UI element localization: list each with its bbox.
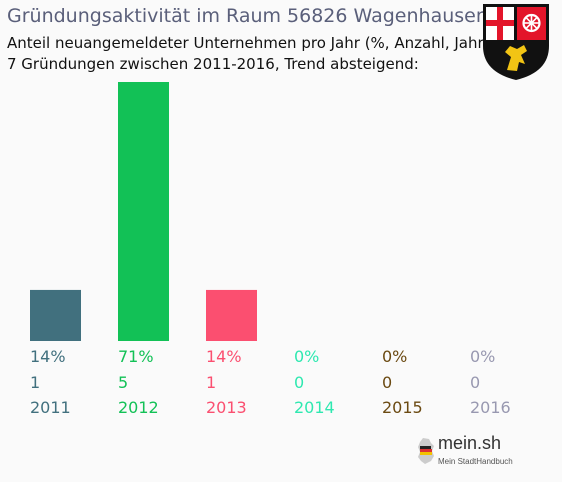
logo-text: mein.sh	[438, 433, 502, 453]
year-label-2016: 2016	[470, 398, 511, 417]
chart-summary: 7 Gründungen zwischen 2011-2016, Trend a…	[7, 55, 419, 73]
count-label-2011: 1	[30, 373, 41, 392]
year-label-2012: 2012	[118, 398, 159, 417]
count-label-2014: 0	[294, 373, 305, 392]
percent-label-2012: 71%	[118, 347, 154, 366]
germany-map-icon	[418, 438, 434, 464]
percent-label-2016: 0%	[470, 347, 496, 366]
mein-sh-logo[interactable]: mein.sh Mein StadtHandbuch	[416, 433, 526, 473]
count-label-2016: 0	[470, 373, 481, 392]
logo-tagline: Mein StadtHandbuch	[438, 457, 513, 466]
rhineland-palatinate-coat-of-arms-icon	[483, 4, 549, 80]
percent-label-2014: 0%	[294, 347, 320, 366]
percent-label-2013: 14%	[206, 347, 242, 366]
year-label-2015: 2015	[382, 398, 423, 417]
count-label-2013: 1	[206, 373, 217, 392]
year-label-2013: 2013	[206, 398, 247, 417]
bar-2013	[206, 289, 257, 341]
count-label-2015: 0	[382, 373, 393, 392]
chart-title: Gründungsaktivität im Raum 56826 Wagenha…	[7, 5, 488, 27]
bar-2012	[118, 82, 169, 341]
chart-subtitle: Anteil neuangemeldeter Unternehmen pro J…	[7, 34, 490, 52]
count-label-2012: 5	[118, 373, 129, 392]
percent-label-2015: 0%	[382, 347, 408, 366]
percent-label-2011: 14%	[30, 347, 66, 366]
year-label-2011: 2011	[30, 398, 71, 417]
year-label-2014: 2014	[294, 398, 335, 417]
bar-2011	[30, 289, 81, 341]
